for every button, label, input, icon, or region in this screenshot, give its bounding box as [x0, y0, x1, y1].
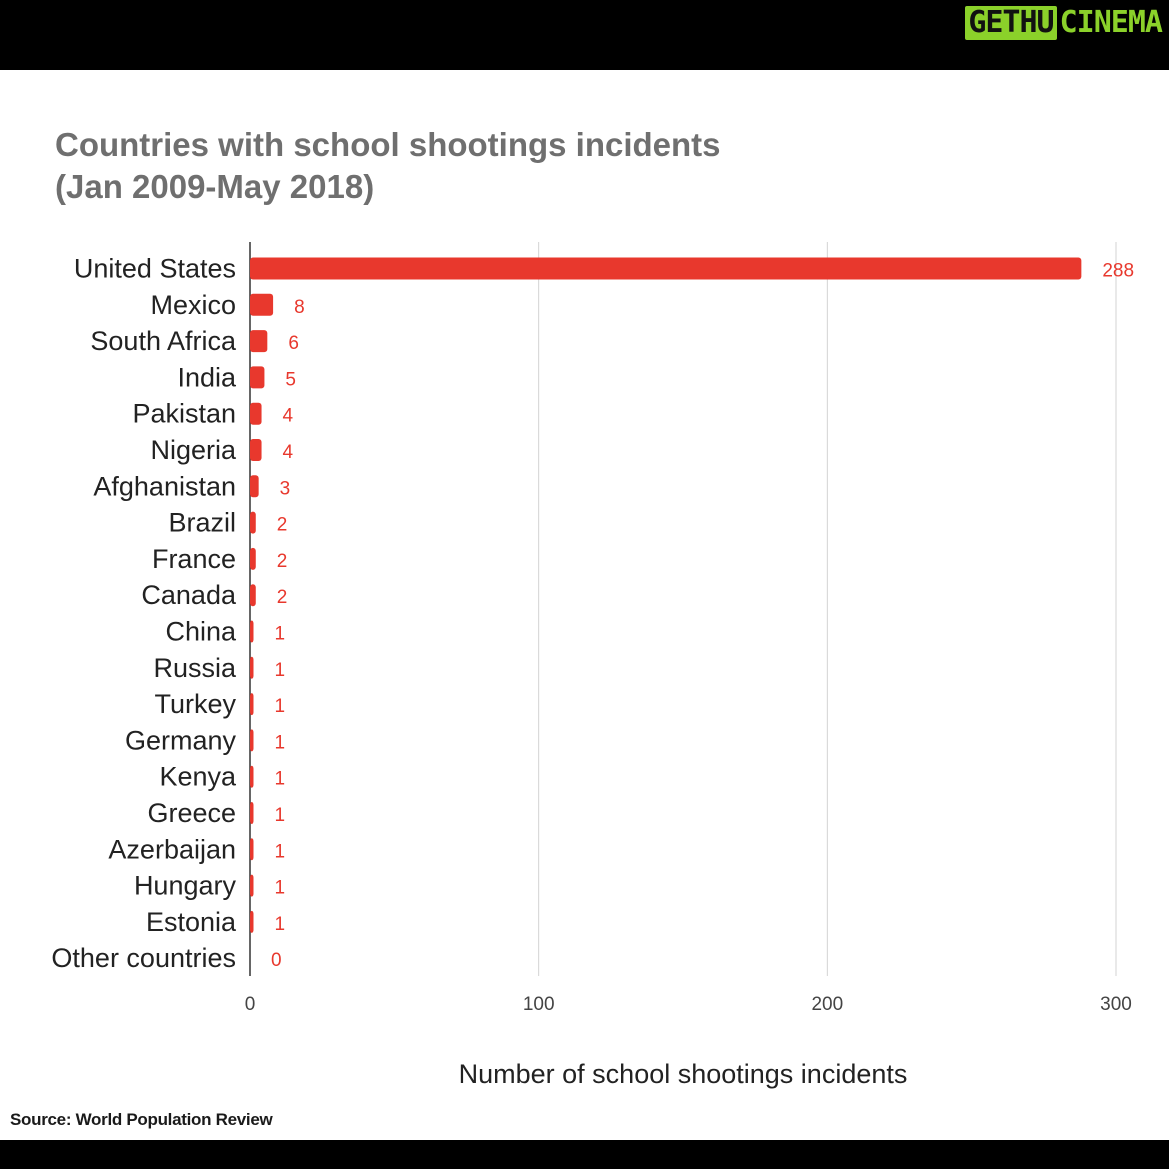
category-label-15: Greece — [147, 798, 236, 828]
value-label-11: 1 — [275, 660, 286, 681]
category-label-1: Mexico — [150, 290, 236, 320]
value-label-0: 288 — [1102, 261, 1134, 282]
bar-4 — [250, 402, 262, 425]
value-label-4: 4 — [283, 406, 294, 427]
category-label-12: Turkey — [154, 689, 236, 719]
bar-10 — [250, 620, 254, 643]
category-label-14: Kenya — [159, 762, 237, 792]
value-label-19: 0 — [271, 950, 282, 971]
category-label-11: Russia — [153, 653, 237, 683]
bar-5 — [250, 439, 262, 461]
source-note: Source: World Population Review — [10, 1110, 273, 1129]
value-label-17: 1 — [275, 878, 286, 899]
bar-14 — [250, 765, 254, 788]
bar-16 — [250, 838, 254, 861]
value-label-14: 1 — [275, 769, 286, 790]
bar-0 — [250, 257, 1082, 280]
bar-8 — [250, 547, 256, 570]
bar-13 — [250, 729, 254, 752]
value-label-3: 5 — [285, 369, 296, 390]
category-label-18: Estonia — [146, 907, 237, 937]
bar-18 — [250, 910, 254, 933]
value-label-15: 1 — [275, 805, 286, 826]
category-label-2: South Africa — [90, 326, 237, 356]
x-tick-label-3: 300 — [1100, 994, 1132, 1015]
category-label-10: China — [165, 617, 237, 647]
value-label-18: 1 — [275, 914, 286, 935]
bar-12 — [250, 693, 254, 716]
bar-2 — [250, 330, 268, 353]
x-tick-label-1: 100 — [523, 994, 555, 1015]
chart-title-line2: (Jan 2009-May 2018) — [55, 168, 375, 205]
bar-17 — [250, 874, 254, 897]
bar-1 — [250, 293, 274, 316]
category-label-0: United States — [74, 254, 236, 284]
category-label-5: Nigeria — [150, 435, 237, 465]
bar-9 — [250, 584, 256, 607]
bar-11 — [250, 656, 254, 679]
category-label-7: Brazil — [168, 508, 236, 538]
value-label-2: 6 — [288, 333, 299, 354]
x-tick-label-2: 200 — [811, 994, 843, 1015]
value-label-10: 1 — [275, 624, 286, 645]
bar-15 — [250, 802, 254, 824]
top-banner: GETHU CINEMA — [0, 0, 1169, 70]
brand-logo-part1: GETHU — [965, 6, 1057, 40]
category-label-16: Azerbaijan — [108, 834, 236, 864]
value-label-6: 3 — [280, 478, 291, 499]
bar-7 — [250, 511, 256, 534]
bar-6 — [250, 475, 259, 498]
value-label-9: 2 — [277, 587, 288, 608]
category-label-6: Afghanistan — [93, 471, 236, 501]
bar-3 — [250, 366, 265, 389]
value-label-8: 2 — [277, 551, 288, 572]
bar-chart: 0 100 200 300 United States 288 Mexico 8 South A… — [51, 242, 1134, 1089]
category-label-19: Other countries — [51, 943, 236, 973]
category-label-4: Pakistan — [132, 399, 236, 429]
value-label-1: 8 — [294, 297, 305, 318]
category-label-17: Hungary — [134, 871, 237, 901]
category-label-9: Canada — [141, 580, 237, 610]
brand-logo-part2: CINEMA — [1059, 5, 1163, 40]
category-label-8: France — [152, 544, 236, 574]
x-axis-title: Number of school shootings incidents — [459, 1059, 908, 1089]
value-label-13: 1 — [275, 732, 286, 753]
x-tick-label-0: 0 — [245, 994, 256, 1015]
chart-title-line1: Countries with school shootings incident… — [55, 126, 721, 163]
value-label-5: 4 — [283, 442, 294, 463]
category-label-13: Germany — [125, 725, 237, 755]
value-label-16: 1 — [275, 841, 286, 862]
bottom-banner — [0, 1140, 1169, 1169]
category-label-3: India — [177, 362, 237, 392]
value-label-12: 1 — [275, 696, 286, 717]
value-label-7: 2 — [277, 515, 288, 536]
chart-title: Countries with school shootings incident… — [55, 124, 721, 208]
brand-logo: GETHU CINEMA — [965, 6, 1165, 40]
